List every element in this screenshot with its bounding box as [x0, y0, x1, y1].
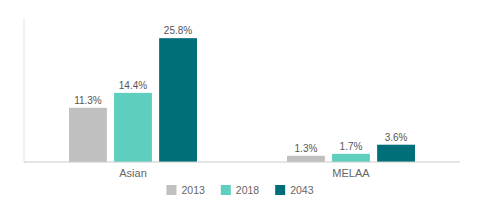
bar: [377, 145, 415, 162]
data-label: 25.8%: [164, 25, 192, 36]
data-labels: 11.3% 14.4% 25.8% 1.3% 1.7% 3.6%: [74, 25, 407, 154]
data-label: 11.3%: [74, 95, 102, 106]
bar: [159, 38, 197, 162]
x-axis-line: [24, 162, 460, 163]
legend-label: 2013: [181, 184, 205, 196]
chart: 11.3% 14.4% 25.8% 1.3% 1.7% 3.6% Asian MELAA 201…: [0, 0, 480, 210]
legend-label: 2018: [236, 184, 260, 196]
data-label: 1.3%: [295, 143, 318, 154]
bar: [287, 156, 325, 162]
legend-swatch: [275, 185, 285, 195]
legend-item: 2018: [221, 184, 260, 196]
legend: 2013 2018 2043: [166, 184, 313, 196]
x-tick-label: MELAA: [332, 167, 370, 179]
x-tick-label: Asian: [119, 167, 147, 179]
legend-item: 2043: [275, 184, 314, 196]
bar: [332, 154, 370, 162]
legend-item: 2013: [166, 184, 205, 196]
bars: [69, 38, 415, 162]
data-label: 1.7%: [340, 141, 363, 152]
data-label: 14.4%: [119, 80, 147, 91]
legend-swatch: [221, 185, 231, 195]
bar: [114, 93, 152, 162]
y-axis-line: [24, 18, 25, 162]
legend-swatch: [166, 185, 176, 195]
bar: [69, 108, 107, 162]
data-label: 3.6%: [385, 132, 408, 143]
legend-label: 2043: [290, 184, 314, 196]
